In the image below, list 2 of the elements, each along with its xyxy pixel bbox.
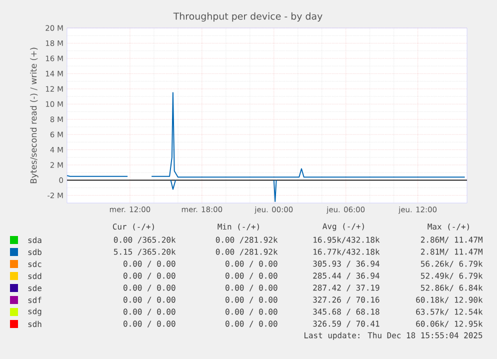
y-axis-title: Bytes/second read (-) / write (+) [30,48,38,184]
chart-title: Throughput per device - by day [173,12,322,22]
